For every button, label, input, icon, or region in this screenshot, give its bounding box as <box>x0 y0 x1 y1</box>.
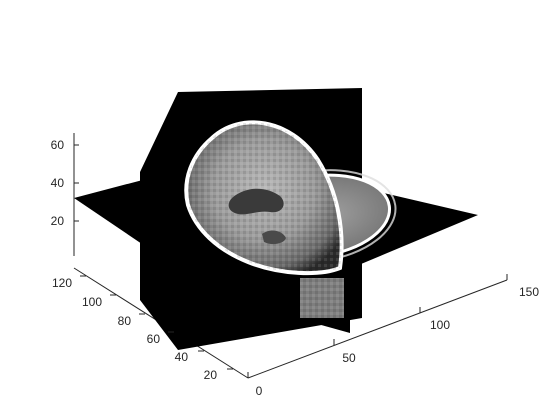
y-tick-label-100: 100 <box>82 295 102 309</box>
y-tick-label-120: 120 <box>52 276 72 290</box>
y-tick-label-40: 40 <box>175 350 189 364</box>
x-tick-label-100: 100 <box>430 318 450 332</box>
x-axis-line <box>247 279 508 379</box>
z-tick-label-40: 40 <box>51 176 65 190</box>
ventricle-detail <box>262 230 286 245</box>
z-axis-ticks: 60 40 20 <box>51 138 79 228</box>
y-tick-label-20: 20 <box>204 368 218 382</box>
x-tick-label-0: 0 <box>256 384 263 398</box>
brain-images <box>184 120 397 318</box>
z-tick-label-20: 20 <box>51 214 65 228</box>
brain-front-strip-texture <box>300 278 344 318</box>
y-tick-label-60: 60 <box>147 332 161 346</box>
ventricle <box>228 188 284 215</box>
x-tick-label-150: 150 <box>519 285 539 299</box>
z-tick-label-60: 60 <box>51 138 65 152</box>
y-tick-label-80: 80 <box>118 314 132 328</box>
x-tick-label-50: 50 <box>342 351 356 365</box>
x-axis-ticks: 0 50 100 150 <box>247 274 539 398</box>
y-axis-ticks: 120 100 80 60 40 20 <box>52 275 233 382</box>
